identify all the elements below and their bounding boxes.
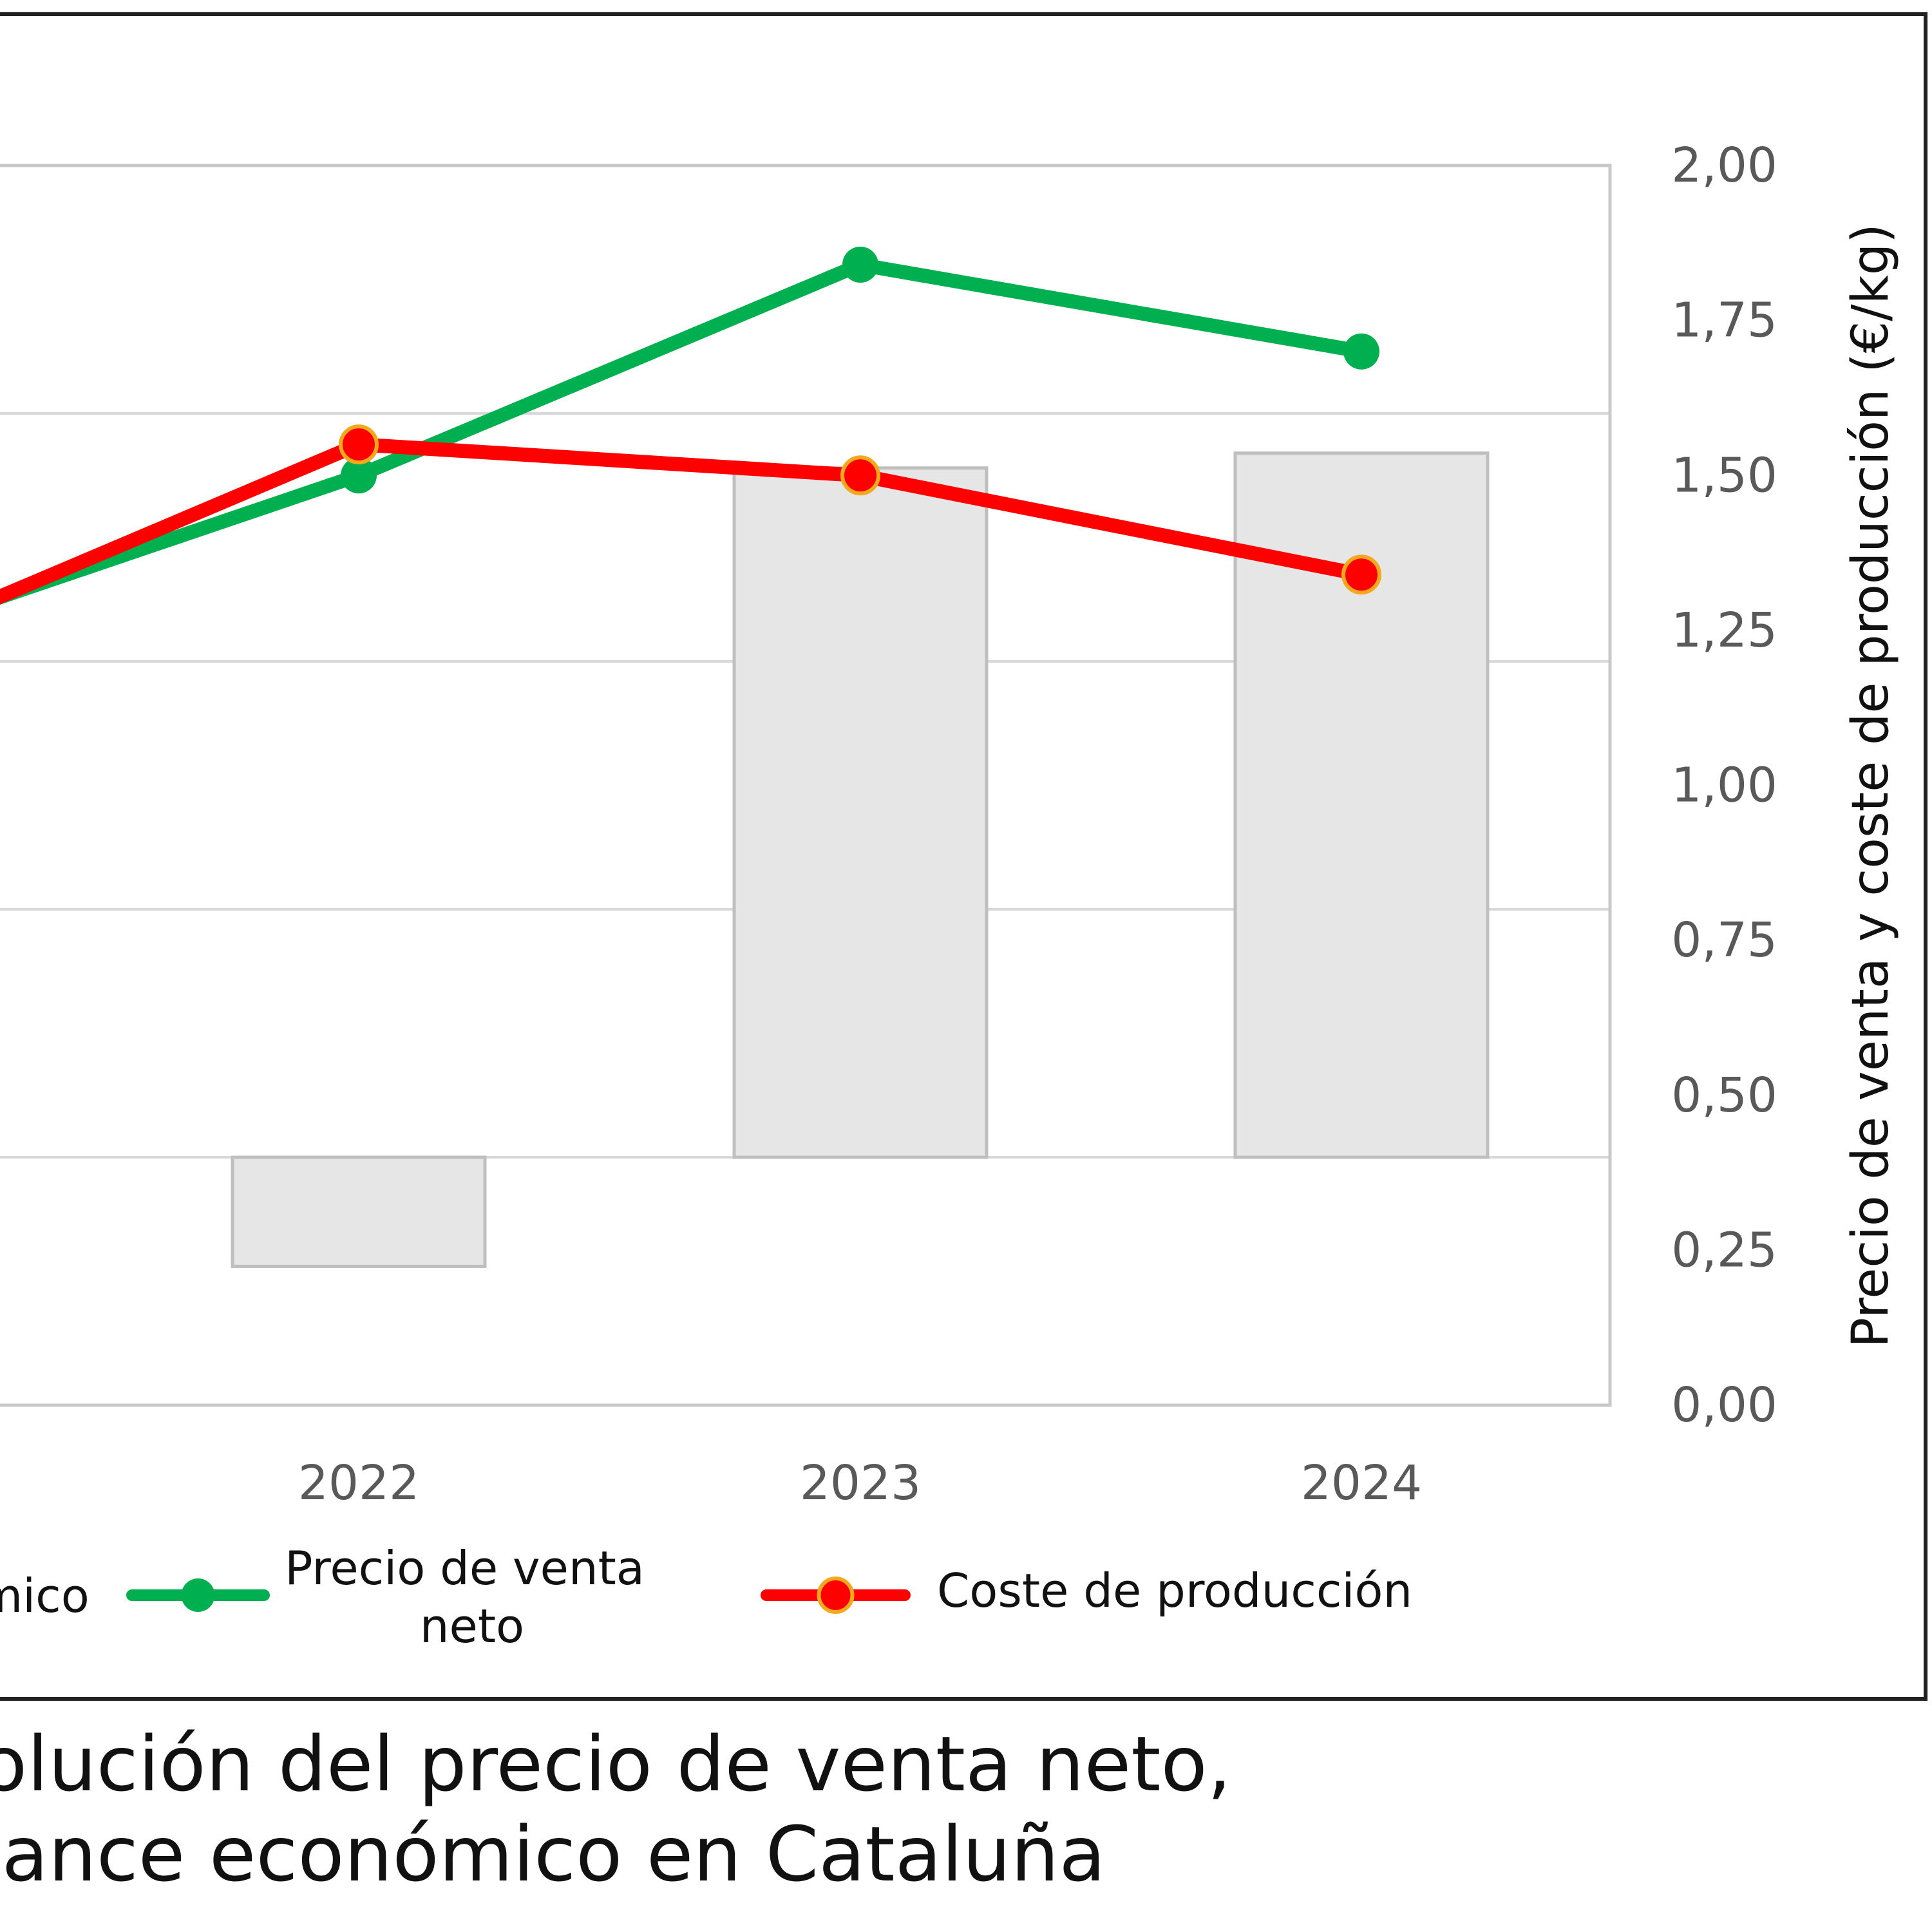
right-tick-label: 1,25 [1671, 603, 1777, 658]
legend-label-precio: Precio de venta neto [285, 1525, 659, 1653]
right-tick-label: 0,00 [1671, 1378, 1777, 1433]
legend-label-precio-line2: neto [420, 1599, 524, 1653]
right-tick-label: 0,75 [1671, 913, 1777, 968]
x-tick-label: 2022 [298, 1455, 419, 1511]
lines [0, 247, 1381, 605]
plot-area-border [0, 164, 1612, 1407]
legend-swatches [126, 1577, 911, 1614]
coste-point-2022 [339, 424, 379, 465]
precio-point-2022 [341, 457, 377, 494]
bar-2023 [732, 466, 989, 1159]
right-tick-label: 0,50 [1671, 1068, 1777, 1123]
figure-caption-line2: lance económico en Cataluña [0, 1810, 1106, 1899]
right-tick-label: 2,00 [1671, 138, 1777, 193]
legend-swatch-marker [817, 1577, 855, 1614]
legend-label-partial: mico [0, 1569, 90, 1623]
legend-label-precio-line1: Precio de venta [285, 1541, 645, 1595]
legend-label-coste: Coste de producción [937, 1564, 1412, 1618]
precio-point-2023 [842, 247, 878, 283]
right-tick-label: 1,50 [1671, 448, 1777, 503]
legend: mico Precio de venta neto Coste de produ… [0, 1525, 1412, 1653]
bars [231, 451, 1490, 1268]
right-tick-label: 1,75 [1671, 293, 1777, 348]
figure-caption-line1: olución del precio de venta neto, [0, 1719, 1232, 1808]
x-tick-label: 2024 [1301, 1455, 1422, 1511]
right-tick-label: 0,25 [1671, 1222, 1777, 1278]
precio-point-2024 [1343, 333, 1379, 370]
right-tick-label: 1,00 [1671, 758, 1777, 813]
x-tick-label: 2023 [800, 1455, 921, 1511]
right-axis-ticks: 0,00 0,25 0,50 0,75 1,00 1,25 1,50 1,75 2,00 [1671, 138, 1777, 1433]
bar-2022 [231, 1155, 487, 1268]
precio-line [0, 258, 1368, 605]
legend-swatch-marker [181, 1578, 215, 1612]
coste-point-2023 [840, 455, 880, 496]
x-axis-labels: 2022 2023 2024 [298, 1455, 1422, 1511]
coste-point-2024 [1341, 554, 1381, 595]
coste-line [0, 437, 1368, 605]
right-axis-label: Precio de venta y coste de producción (€… [1842, 223, 1900, 1347]
